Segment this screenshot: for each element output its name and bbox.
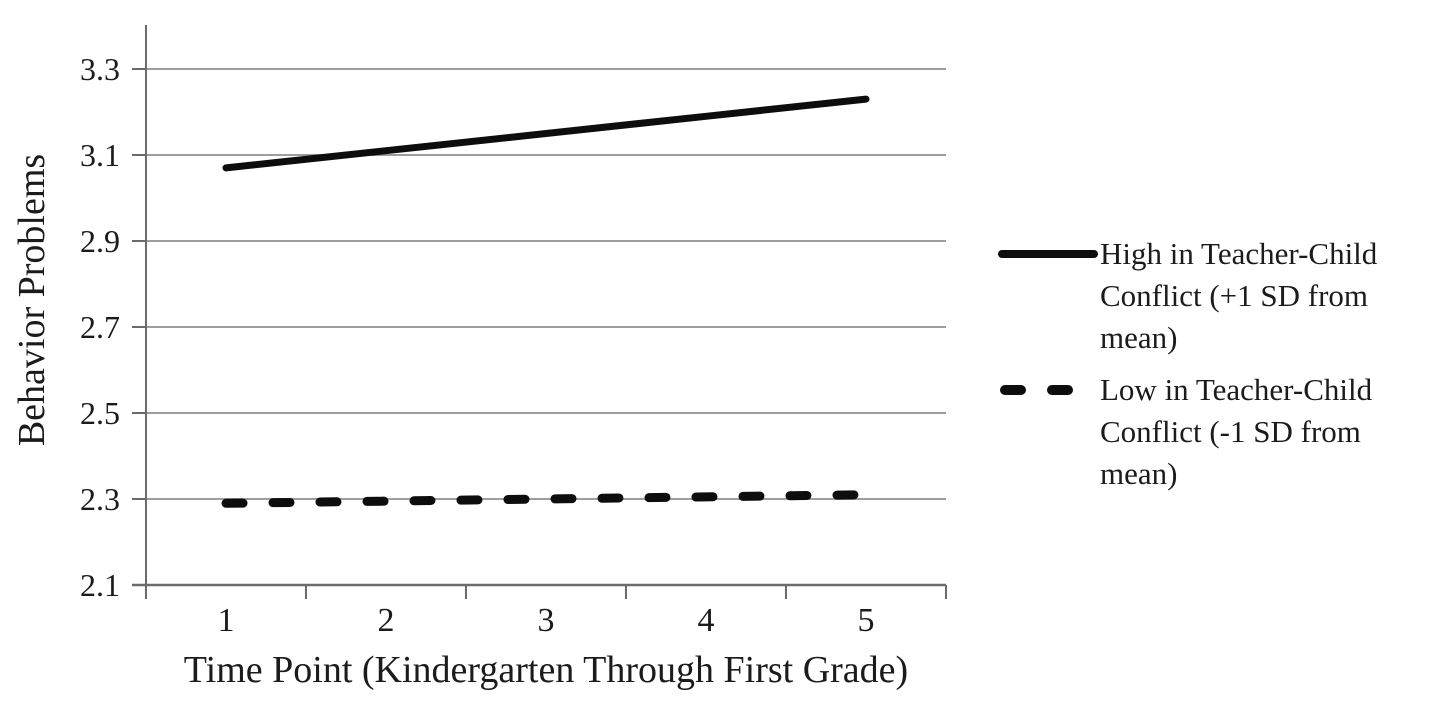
y-tick-label: 2.3: [80, 481, 120, 517]
legend-label-high-conflict: High in Teacher-Child Conflict (+1 SD fr…: [1100, 236, 1378, 355]
legend-item-high-conflict: High in Teacher-Child Conflict (+1 SD fr…: [998, 233, 1424, 359]
y-tick-label: 2.5: [80, 395, 120, 431]
y-tick-label: 3.3: [80, 51, 120, 87]
legend-item-low-conflict: Low in Teacher-Child Conflict (-1 SD fro…: [998, 369, 1424, 495]
series-line-solid: [222, 95, 870, 172]
x-tick-label: 2: [377, 602, 395, 639]
y-tick-label: 3.1: [80, 137, 120, 173]
legend-label-low-conflict: Low in Teacher-Child Conflict (-1 SD fro…: [1100, 372, 1373, 491]
x-axis-title: Time Point (Kindergarten Through First G…: [183, 649, 909, 691]
x-tick-label: 1: [217, 602, 235, 639]
y-axis-title: Behavior Problems: [11, 153, 53, 447]
y-tick-label: 2.7: [80, 309, 120, 345]
series-line-dashed: [221, 490, 871, 508]
x-tick-label: 4: [697, 602, 715, 639]
x-tick-label: 3: [537, 602, 555, 639]
x-tick-label: 5: [857, 602, 875, 639]
solid-line-icon: [998, 250, 1098, 258]
legend: High in Teacher-Child Conflict (+1 SD fr…: [998, 233, 1424, 505]
y-tick-label: 2.9: [80, 223, 120, 259]
y-tick-label: 2.1: [80, 567, 120, 603]
dashed-line-icon: [1000, 385, 1093, 395]
